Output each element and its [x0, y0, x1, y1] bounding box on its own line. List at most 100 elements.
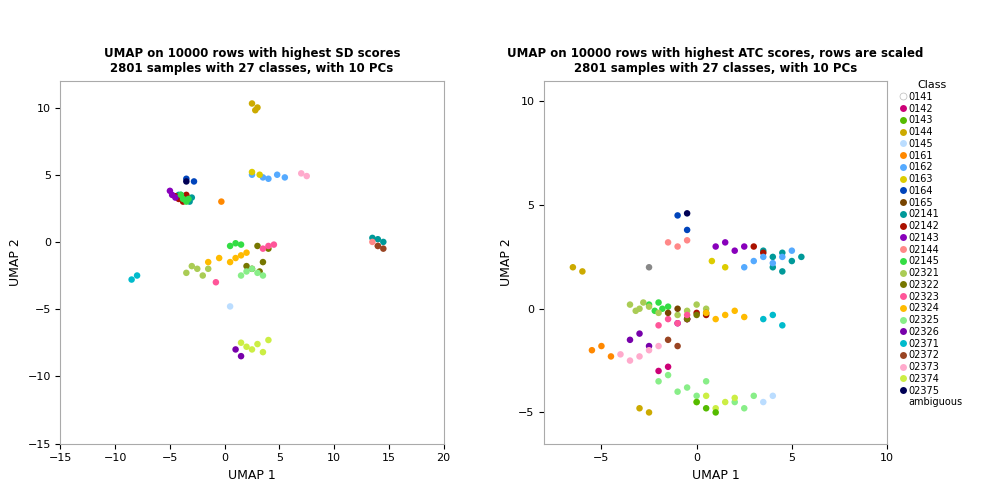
- Point: [622, 356, 638, 364]
- Point: [746, 257, 762, 265]
- Point: [195, 272, 211, 280]
- Point: [647, 307, 663, 315]
- Point: [669, 242, 685, 250]
- Point: [183, 194, 200, 202]
- Point: [129, 272, 145, 280]
- Point: [124, 276, 140, 284]
- Point: [727, 398, 743, 406]
- Point: [222, 302, 238, 310]
- Point: [214, 198, 230, 206]
- Point: [277, 173, 293, 181]
- Point: [650, 309, 666, 317]
- Point: [208, 278, 224, 286]
- Point: [755, 253, 771, 261]
- Point: [594, 342, 610, 350]
- Point: [201, 265, 217, 273]
- Point: [784, 257, 800, 265]
- Point: [679, 209, 696, 217]
- Point: [765, 259, 781, 267]
- Point: [660, 336, 676, 344]
- Point: [178, 195, 195, 203]
- Point: [708, 315, 724, 323]
- Point: [699, 311, 715, 319]
- Point: [679, 307, 696, 315]
- Point: [736, 263, 752, 271]
- Point: [255, 272, 271, 280]
- Point: [736, 404, 752, 412]
- Point: [755, 246, 771, 255]
- Point: [375, 238, 391, 246]
- Point: [244, 265, 260, 273]
- Point: [375, 244, 391, 253]
- Point: [266, 240, 282, 248]
- Point: [201, 258, 217, 266]
- Point: [613, 350, 629, 358]
- Point: [178, 269, 195, 277]
- Point: [249, 103, 265, 111]
- Point: [688, 392, 705, 400]
- Point: [622, 300, 638, 308]
- Point: [755, 398, 771, 406]
- Point: [178, 175, 195, 183]
- Point: [727, 307, 743, 315]
- Point: [269, 171, 285, 179]
- Point: [370, 235, 386, 243]
- Point: [178, 198, 195, 206]
- Point: [774, 248, 790, 257]
- Point: [688, 398, 705, 406]
- Title: UMAP on 10000 rows with highest SD scores
2801 samples with 27 classes, with 10 : UMAP on 10000 rows with highest SD score…: [104, 47, 400, 75]
- Point: [708, 242, 724, 250]
- Point: [650, 321, 666, 329]
- Point: [233, 240, 249, 248]
- X-axis label: UMAP 1: UMAP 1: [228, 469, 276, 482]
- Point: [190, 265, 206, 273]
- Point: [180, 195, 197, 203]
- Point: [699, 309, 715, 317]
- Point: [641, 300, 657, 308]
- Point: [641, 408, 657, 416]
- Point: [765, 392, 781, 400]
- Point: [233, 272, 249, 280]
- Point: [641, 263, 657, 271]
- Point: [650, 377, 666, 386]
- Point: [167, 192, 183, 200]
- Legend: 0141, 0142, 0143, 0144, 0145, 0161, 0162, 0163, 0164, 0165, 02141, 02142, 02143,: 0141, 0142, 0143, 0144, 0145, 0161, 0162…: [899, 78, 965, 409]
- Point: [650, 342, 666, 350]
- X-axis label: UMAP 1: UMAP 1: [691, 469, 740, 482]
- Point: [211, 254, 227, 262]
- Point: [736, 313, 752, 321]
- Point: [699, 305, 715, 313]
- Point: [244, 345, 260, 353]
- Point: [765, 311, 781, 319]
- Point: [172, 194, 188, 202]
- Point: [631, 305, 647, 313]
- Point: [252, 171, 268, 179]
- Point: [679, 315, 696, 323]
- Point: [688, 311, 705, 319]
- Point: [564, 263, 581, 271]
- Point: [167, 192, 183, 200]
- Point: [172, 191, 188, 199]
- Point: [244, 168, 260, 176]
- Point: [774, 253, 790, 261]
- Point: [622, 384, 638, 392]
- Point: [170, 195, 186, 203]
- Y-axis label: UMAP 2: UMAP 2: [500, 238, 513, 286]
- Point: [628, 307, 644, 315]
- Point: [370, 242, 386, 250]
- Point: [167, 194, 183, 202]
- Point: [364, 238, 380, 246]
- Point: [717, 398, 733, 406]
- Point: [688, 398, 705, 406]
- Point: [784, 246, 800, 255]
- Point: [298, 172, 314, 180]
- Point: [185, 177, 202, 185]
- Point: [669, 305, 685, 313]
- Point: [660, 302, 676, 310]
- Point: [255, 258, 271, 266]
- Point: [183, 262, 200, 270]
- Point: [699, 377, 715, 386]
- Point: [252, 268, 268, 276]
- Point: [660, 371, 676, 379]
- Point: [755, 248, 771, 257]
